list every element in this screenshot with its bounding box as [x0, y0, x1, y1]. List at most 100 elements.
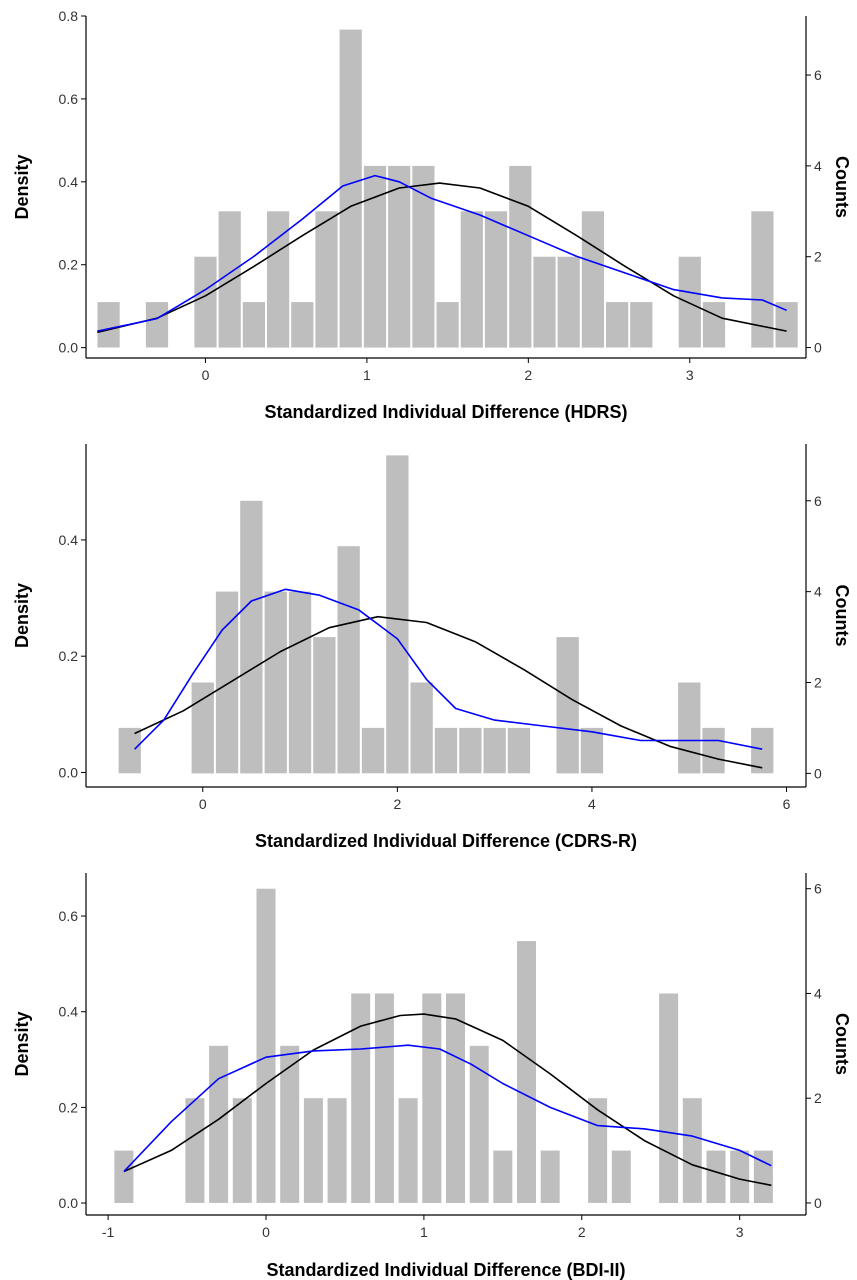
histogram-bar — [374, 993, 394, 1203]
chart-panel-3: 0.0 0.2 0.4 0.6 0 2 4 6 -1 0 1 2 3 Standardized Indiv… — [12, 873, 852, 1280]
density-curve-line — [97, 174, 787, 332]
histogram-bar — [460, 211, 483, 348]
chart-panel-1: 0.0 0.2 0.4 0.6 0.8 0 2 4 6 0 1 2 3 Standardized Indi… — [12, 8, 852, 422]
histogram-bar — [209, 1045, 229, 1203]
left-axis-title: Density — [12, 583, 32, 648]
histogram-bar — [303, 1098, 323, 1203]
histogram-bar — [493, 1150, 513, 1203]
x-tick-label: 4 — [588, 796, 596, 812]
histogram-bar — [459, 727, 482, 774]
x-axis-title: Standardized Individual Difference (HDRS… — [264, 402, 627, 422]
normal-curve-line — [97, 182, 787, 334]
histogram-bar — [264, 591, 287, 774]
histogram-bar — [630, 302, 653, 348]
chart-panel-2: 0.0 0.2 0.4 0 2 4 6 0 2 4 6 Standardized Individual… — [12, 444, 852, 851]
histogram-bar — [751, 211, 774, 348]
count-tick-label: 0 — [814, 1195, 822, 1211]
histogram-bar — [337, 546, 360, 774]
x-tick-label: 6 — [783, 796, 791, 812]
histogram-bar — [218, 211, 241, 348]
right-axis-title: Counts — [832, 585, 852, 647]
count-tick-label: 6 — [814, 67, 822, 83]
histogram-bar — [751, 727, 774, 774]
count-tick-label: 2 — [814, 249, 822, 265]
histogram-bar — [145, 302, 169, 348]
x-tick-label: 2 — [393, 796, 401, 812]
count-tick-label: 0 — [814, 765, 822, 781]
count-tick-label: 6 — [814, 493, 822, 509]
histogram-bar — [118, 727, 141, 774]
histogram-bars — [97, 29, 798, 348]
density-tick-label: 0.8 — [59, 8, 79, 24]
histogram-bar — [580, 727, 604, 774]
density-curve-line — [134, 588, 763, 750]
histogram-bar — [313, 637, 336, 774]
histogram-bar — [291, 302, 314, 348]
histogram-bar — [436, 302, 459, 348]
histogram-bar — [280, 1045, 300, 1203]
histogram-bar — [702, 302, 726, 348]
histogram-bar — [388, 165, 411, 348]
histogram-bar — [540, 1150, 560, 1203]
density-curve-line — [123, 1044, 772, 1173]
histogram-bar — [446, 993, 465, 1203]
histogram-bar — [581, 211, 604, 348]
histogram-bar — [606, 302, 629, 348]
density-tick-label: 0.4 — [59, 1004, 79, 1020]
histogram-bar — [398, 1098, 418, 1203]
histogram-bar — [242, 302, 265, 348]
histogram-bar — [361, 727, 385, 774]
count-tick-label: 4 — [814, 584, 822, 600]
histogram-bar — [775, 302, 798, 348]
x-tick-label: 0 — [262, 1224, 270, 1240]
density-tick-label: 0.0 — [59, 764, 79, 780]
histogram-bar — [215, 591, 239, 774]
histogram-bar — [483, 727, 506, 774]
histogram-bar — [517, 941, 536, 1203]
histogram-bar — [484, 211, 508, 348]
histogram-bar — [240, 500, 263, 774]
histogram-bar — [232, 1098, 252, 1203]
histogram-bar — [412, 165, 435, 348]
density-tick-label: 0.0 — [59, 340, 79, 356]
x-tick-label: 3 — [736, 1224, 744, 1240]
histogram-bar — [256, 888, 276, 1203]
density-tick-label: 0.4 — [59, 532, 79, 548]
normal-curve-line — [123, 1013, 772, 1187]
histogram-bar — [194, 256, 217, 348]
x-tick-label: 3 — [686, 367, 694, 383]
histogram-bar — [678, 682, 701, 774]
count-tick-label: 4 — [814, 985, 822, 1001]
histogram-bar — [185, 1098, 205, 1203]
x-tick-label: -1 — [102, 1224, 115, 1240]
left-axis-title: Density — [12, 1011, 32, 1076]
density-tick-label: 0.0 — [59, 1195, 79, 1211]
count-tick-label: 2 — [814, 675, 822, 691]
histogram-bar — [730, 1150, 750, 1203]
x-axis-title: Standardized Individual Difference (CDRS… — [255, 831, 637, 851]
histogram-bar — [114, 1150, 134, 1203]
right-axis-title: Counts — [832, 1013, 852, 1075]
histogram-bar — [556, 637, 579, 774]
x-tick-label: 2 — [578, 1224, 586, 1240]
histogram-bar — [678, 256, 701, 348]
histogram-bar — [97, 302, 120, 348]
density-tick-label: 0.6 — [59, 91, 79, 107]
histogram-bars — [118, 455, 774, 774]
histogram-bar — [469, 1045, 489, 1203]
x-tick-label: 2 — [524, 367, 532, 383]
histogram-bar — [434, 727, 458, 774]
x-tick-label: 1 — [363, 367, 371, 383]
density-tick-label: 0.2 — [59, 257, 79, 273]
histogram-bar — [363, 165, 387, 348]
density-tick-label: 0.2 — [59, 1099, 79, 1115]
right-axis-title: Counts — [832, 156, 852, 218]
histogram-bar — [191, 682, 214, 774]
x-tick-label: 0 — [202, 367, 210, 383]
normal-curve-line — [134, 615, 763, 769]
histogram-bar — [351, 993, 371, 1203]
histogram-bar — [327, 1098, 347, 1203]
histogram-bar — [557, 256, 580, 348]
histogram-bar — [422, 993, 442, 1203]
